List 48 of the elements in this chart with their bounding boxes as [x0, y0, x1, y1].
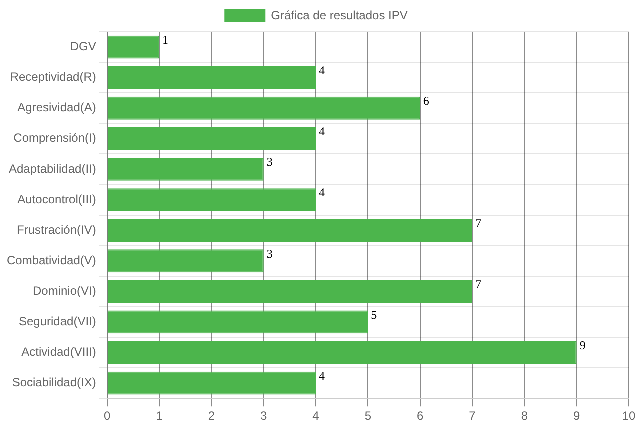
x-tick-label: 6 [417, 409, 424, 424]
y-tick-label: Autocontrol(III) [18, 192, 96, 206]
y-tick-label: Combatividad(V) [6, 253, 96, 268]
data-label: 4 [319, 369, 326, 384]
x-tick-label: 3 [260, 409, 268, 424]
x-tick-label: 4 [312, 409, 320, 424]
data-label: 4 [319, 186, 326, 200]
bar [108, 372, 316, 395]
y-tick-label: Actividad(VIII) [22, 345, 96, 360]
x-tick-label: 9 [573, 409, 580, 424]
y-tick-label: Dominio(VI) [33, 284, 96, 298]
y-tick-label: DGV [70, 40, 96, 54]
data-label: 7 [476, 216, 482, 230]
x-tick-label: 0 [104, 409, 112, 424]
data-label: 3 [266, 155, 273, 170]
bar [108, 310, 368, 334]
data-label: 4 [319, 64, 326, 78]
bar [108, 250, 264, 273]
data-label: 9 [580, 338, 586, 352]
bar [108, 127, 316, 150]
data-label: 1 [162, 32, 169, 47]
y-tick-label: Agresividad(A) [18, 100, 96, 115]
y-tick-label: Seguridad(VII) [18, 314, 96, 329]
data-label: 4 [319, 124, 326, 139]
x-tick-label: 1 [156, 409, 164, 424]
y-tick-label: Frustración(IV) [17, 222, 96, 237]
bar [108, 219, 473, 242]
data-label: 6 [423, 94, 430, 108]
legend-label: Gráfica de resultados IPV [271, 8, 408, 22]
y-tick-label: Sociabilidad(IX) [12, 376, 96, 390]
bar [108, 341, 577, 364]
data-label: 5 [371, 308, 378, 322]
y-tick-label: Comprensión(I) [14, 131, 96, 146]
y-tick-label: Receptividad(R) [10, 70, 96, 84]
x-tick-label: 2 [208, 409, 216, 424]
x-tick-label: 7 [469, 409, 476, 424]
data-label: 3 [266, 246, 273, 261]
x-tick-label: 8 [521, 409, 528, 424]
x-tick-label: 10 [622, 409, 636, 424]
bar [108, 66, 316, 90]
bar [108, 36, 160, 59]
bar [108, 158, 264, 181]
bar [108, 96, 420, 120]
bar [108, 188, 316, 212]
data-label: 7 [476, 277, 482, 292]
bar [108, 280, 473, 304]
y-tick-label: Adaptabilidad(II) [8, 162, 96, 176]
x-tick-label: 5 [364, 409, 372, 424]
